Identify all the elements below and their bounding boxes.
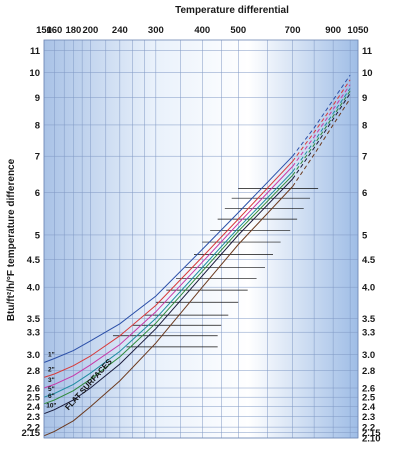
series-layer [43,74,351,437]
x-tick-label: 500 [230,25,246,36]
y-tick-label-left: 2.4 [27,402,41,413]
series-line [43,186,293,437]
y-tick-label-left: 7 [35,152,40,163]
y-tick-label-left: 4.5 [27,255,41,266]
x-tick-label: 200 [82,25,98,36]
series-line [43,155,293,363]
y-tick-label-right: 2.8 [362,366,375,377]
y-tick-label-left: 5 [35,230,41,241]
series-label: 3" [48,377,55,384]
x-tick-label: 700 [285,25,301,36]
y-tick-label-left: 8 [35,120,40,131]
y-tick-label-right: 2.3 [362,412,375,423]
y-tick-label-left: 11 [30,46,41,57]
x-tick-label: 900 [325,25,341,36]
y-tick-label-right: 6 [362,188,367,199]
x-axis-title: Temperature differential [175,5,289,16]
series-line-extrapolated [292,90,351,176]
x-tick-label: 150 [36,25,52,36]
x-tick-label: 300 [148,25,164,36]
y-tick-label-left: 2.6 [27,384,40,395]
series-label: 2" [48,366,55,373]
y-tick-labels-left: 2.152.22.32.42.52.6 2.8 3.0 3.3 3.5 4.0 4.5 5 6 7… [22,46,41,439]
series-line [43,171,293,398]
y-tick-label-left: 3.3 [27,328,40,339]
y-tick-label-right: 11 [362,46,373,57]
series-line-extrapolated [292,98,351,187]
y-tick-label-right: 9 [362,93,367,104]
y-tick-label-right: 4.0 [362,283,375,294]
series-line-extrapolated [292,79,351,162]
series-label: 10" [46,403,56,410]
y-tick-label-right: 3.3 [362,328,375,339]
series-line-extrapolated [292,88,351,172]
error-bar-layer [112,188,319,348]
y-tick-label-right: 3.0 [362,350,375,361]
plot-frame [43,39,359,439]
y-axis-title: Btu/ft²/h/°F temperature difference [6,158,17,321]
series-line [43,174,293,405]
series-line [43,160,293,378]
x-tick-label: 240 [112,25,128,36]
y-tick-label-right: 8 [362,120,367,131]
y-tick-label-right: 7 [362,152,367,163]
y-tick-label-right: 3.5 [362,314,376,325]
x-tick-label: 160 [46,25,62,36]
series-line-extrapolated [292,93,351,180]
y-tick-label-right: 2.15 [362,428,381,439]
y-tick-label-right: 4.5 [362,255,376,266]
series-label: 6" [48,393,55,400]
y-tick-label-left: 10 [29,68,40,79]
y-tick-label-right: 5 [362,230,368,241]
y-tick-label-left: 3.5 [27,314,41,325]
y-tick-label-left: 2.2 [27,423,40,434]
y-tick-label-left: 3.0 [27,350,40,361]
plot-background [44,40,358,438]
y-tick-label-right: 10 [362,68,373,79]
series-line-extrapolated [292,84,351,167]
y-tick-label-right: 2.10 [362,434,381,445]
y-tick-label-right: 2.6 [362,384,375,395]
y-tick-label-right: 2.5 [362,393,376,404]
y-tick-label-left: 4.0 [27,283,40,294]
series-label: 5" [48,386,55,393]
y-tick-label-left: 9 [35,93,40,104]
y-tick-label-left: 2.3 [27,412,40,423]
series-line [43,178,293,415]
x-tick-label: 180 [65,25,81,36]
x-tick-label: 400 [194,25,210,36]
y-tick-label-right: 2.2 [362,423,375,434]
y-tick-labels-right: 2.102.152.22.32.42.52.6 2.8 3.0 3.3 3.5 4.0 4.… [362,46,381,445]
y-tick-label-left: 2.15 [22,428,41,439]
x-tick-label: 1050 [347,25,368,36]
series-line-extrapolated [292,74,351,157]
y-tick-label-left: 6 [35,188,40,199]
series-label: 1" [48,351,55,358]
y-tick-label-left: 2.8 [27,366,40,377]
y-tick-label-left: 2.5 [27,393,41,404]
series-line [43,166,293,389]
y-tick-label-right: 2.4 [362,402,376,413]
